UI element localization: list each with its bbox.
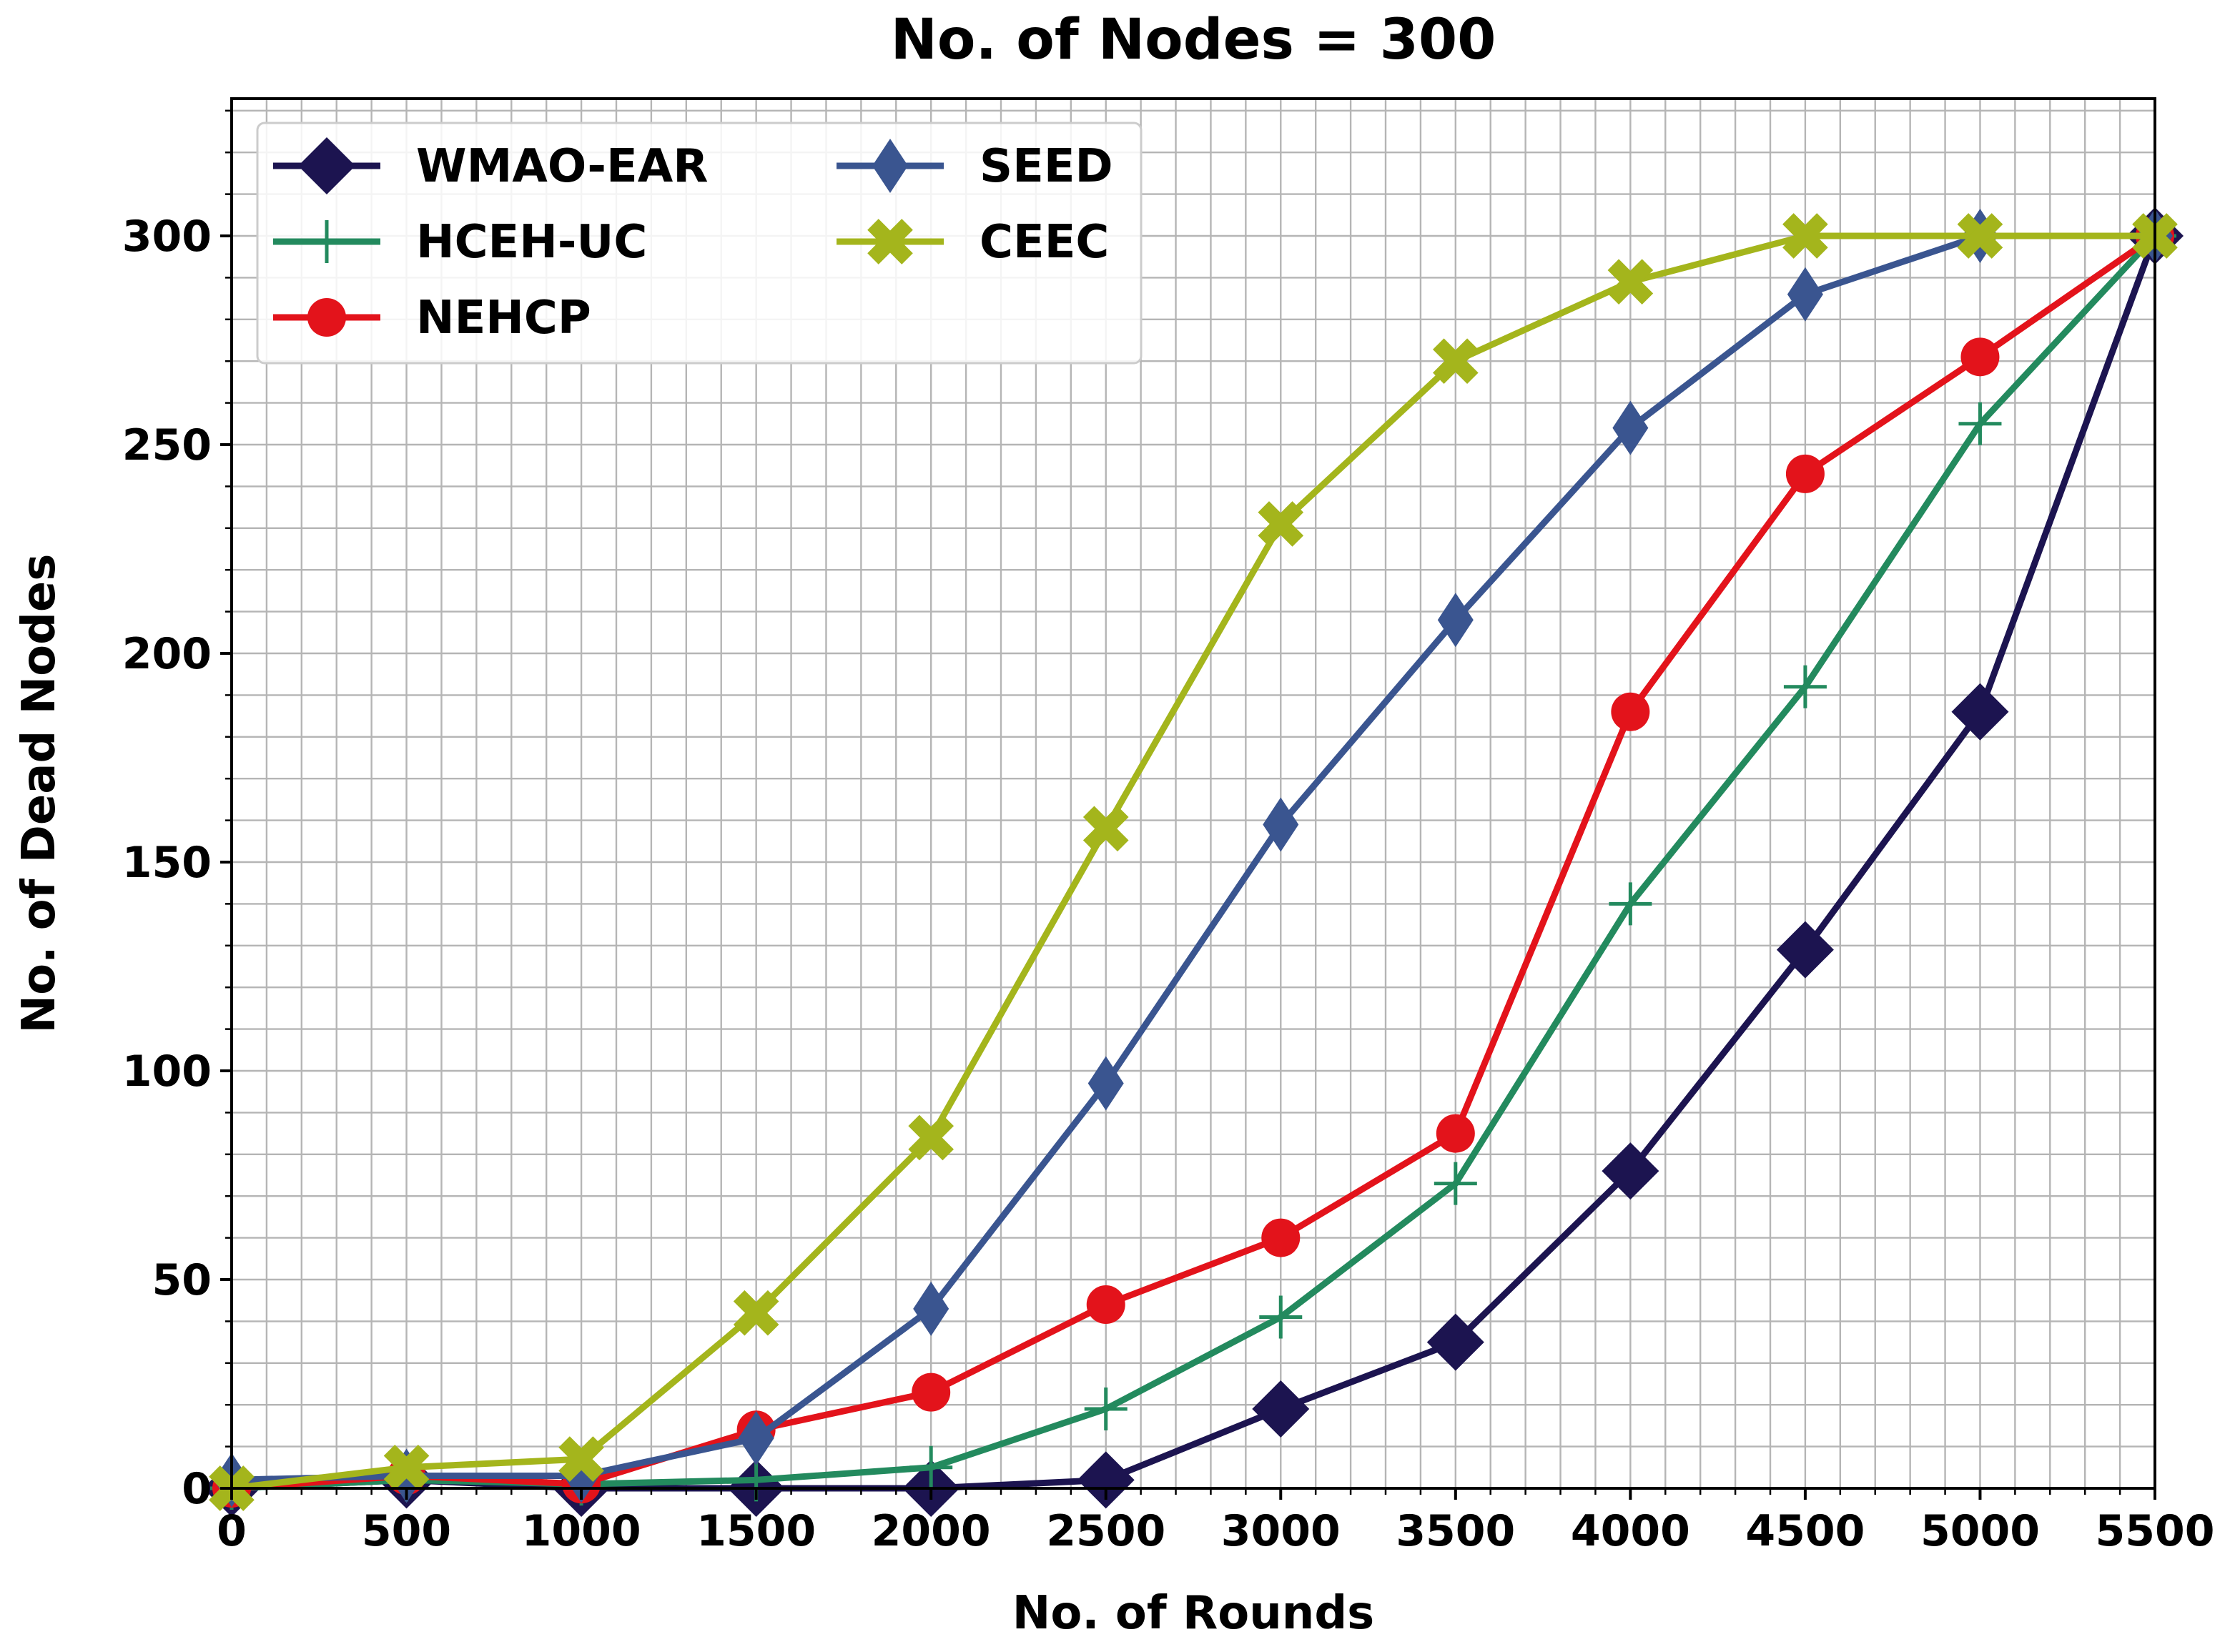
x-tick-label: 3000 <box>1221 1506 1341 1556</box>
data-point-wmao-ear <box>1951 683 2009 741</box>
data-point-hceh-uc <box>1434 1162 1477 1205</box>
legend-item-ceec: CEEC <box>837 216 1109 269</box>
data-point-nehcp <box>1086 1285 1125 1325</box>
y-tick-label: 150 <box>122 838 212 888</box>
x-tick-label: 5000 <box>1920 1506 2040 1556</box>
data-point-hceh-uc <box>909 1445 953 1489</box>
legend-marker <box>307 298 346 337</box>
legend-label: WMAO-EAR <box>416 140 709 193</box>
data-point-ceec <box>1957 213 2003 259</box>
legend-item-wmao-ear: WMAO-EAR <box>273 137 709 194</box>
data-point-ceec <box>558 1436 604 1482</box>
data-point-ceec <box>733 1290 779 1336</box>
data-point-ceec <box>383 1444 430 1490</box>
axis-ticks: 0 500 1000 1500 2000 2500 3000 3500 4000 4500 5000… <box>122 109 2215 1556</box>
series-layer <box>203 207 2184 1517</box>
data-point-nehcp <box>1436 1114 1475 1153</box>
x-tick-label: 1000 <box>522 1506 641 1556</box>
data-point-wmao-ear <box>1426 1313 1484 1371</box>
data-point-wmao-ear <box>1602 1142 1659 1200</box>
data-point-hceh-uc <box>1783 665 1827 708</box>
data-point-hceh-uc <box>1609 882 1652 926</box>
legend-marker <box>872 139 908 193</box>
data-point-seed <box>1612 400 1649 455</box>
data-point-nehcp <box>912 1372 951 1412</box>
legend-label: CEEC <box>980 216 1109 269</box>
x-tick-label: 4500 <box>1745 1506 1865 1556</box>
y-tick-label: 50 <box>152 1255 212 1305</box>
legend-marker <box>305 220 348 263</box>
y-tick-label: 250 <box>122 420 212 470</box>
legend-box <box>256 122 1143 365</box>
x-tick-label: 4000 <box>1571 1506 1690 1556</box>
data-point-ceec <box>1258 501 1304 547</box>
x-tick-label: 3500 <box>1396 1506 1515 1556</box>
data-point-hceh-uc <box>1958 402 2002 445</box>
data-point-ceec <box>1782 213 1828 259</box>
data-point-ceec <box>1082 806 1129 852</box>
data-point-nehcp <box>1611 692 1650 731</box>
chart-title: No. of Nodes = 300 <box>891 8 1496 72</box>
legend-label: HCEH-UC <box>416 216 647 269</box>
data-point-seed <box>1437 593 1474 648</box>
data-point-hceh-uc <box>1084 1388 1128 1431</box>
data-point-seed <box>738 1410 774 1465</box>
legend-label: SEED <box>980 140 1113 193</box>
y-tick-label: 0 <box>182 1464 212 1514</box>
legend-item-hceh-uc: HCEH-UC <box>273 216 647 269</box>
data-point-nehcp <box>1960 337 2000 377</box>
x-tick-label: 2000 <box>872 1506 991 1556</box>
x-tick-label: 5500 <box>2096 1506 2215 1556</box>
y-tick-label: 300 <box>122 212 212 262</box>
data-point-wmao-ear <box>1077 1451 1135 1509</box>
data-point-ceec <box>1607 259 1654 305</box>
x-tick-label: 2500 <box>1046 1506 1165 1556</box>
legend-item-nehcp: NEHCP <box>273 292 591 345</box>
data-point-seed <box>1263 797 1299 852</box>
series-ceec <box>209 213 2178 1511</box>
series-line-seed <box>228 232 2159 1483</box>
data-point-nehcp <box>1261 1218 1301 1257</box>
y-axis-label: No. of Dead Nodes <box>13 554 66 1034</box>
data-point-wmao-ear <box>1776 921 1834 979</box>
data-point-seed <box>1787 267 1823 322</box>
series-line-nehcp <box>228 232 2159 1492</box>
legend-item-seed: SEED <box>837 139 1113 193</box>
legend-label: NEHCP <box>416 292 591 345</box>
y-tick-label: 200 <box>122 629 212 679</box>
x-tick-label: 1500 <box>696 1506 816 1556</box>
data-point-ceec <box>908 1114 954 1161</box>
x-axis-label: No. of Rounds <box>1012 1587 1375 1640</box>
x-tick-label: 0 <box>217 1506 247 1556</box>
data-point-wmao-ear <box>1252 1380 1310 1438</box>
x-tick-label: 500 <box>362 1506 451 1556</box>
data-point-nehcp <box>1785 454 1825 493</box>
data-point-hceh-uc <box>1259 1295 1303 1339</box>
data-point-seed <box>1087 1056 1124 1111</box>
data-point-ceec <box>1432 338 1479 385</box>
y-tick-label: 100 <box>122 1047 212 1097</box>
series-line-ceec <box>228 232 2159 1492</box>
plot-frame <box>230 97 2156 1490</box>
data-point-seed <box>913 1281 949 1336</box>
legend: WMAO-EAR HCEH-UC NEHCP SEED CEEC <box>256 122 1143 365</box>
legend-marker <box>867 219 913 264</box>
legend-marker <box>298 137 355 194</box>
